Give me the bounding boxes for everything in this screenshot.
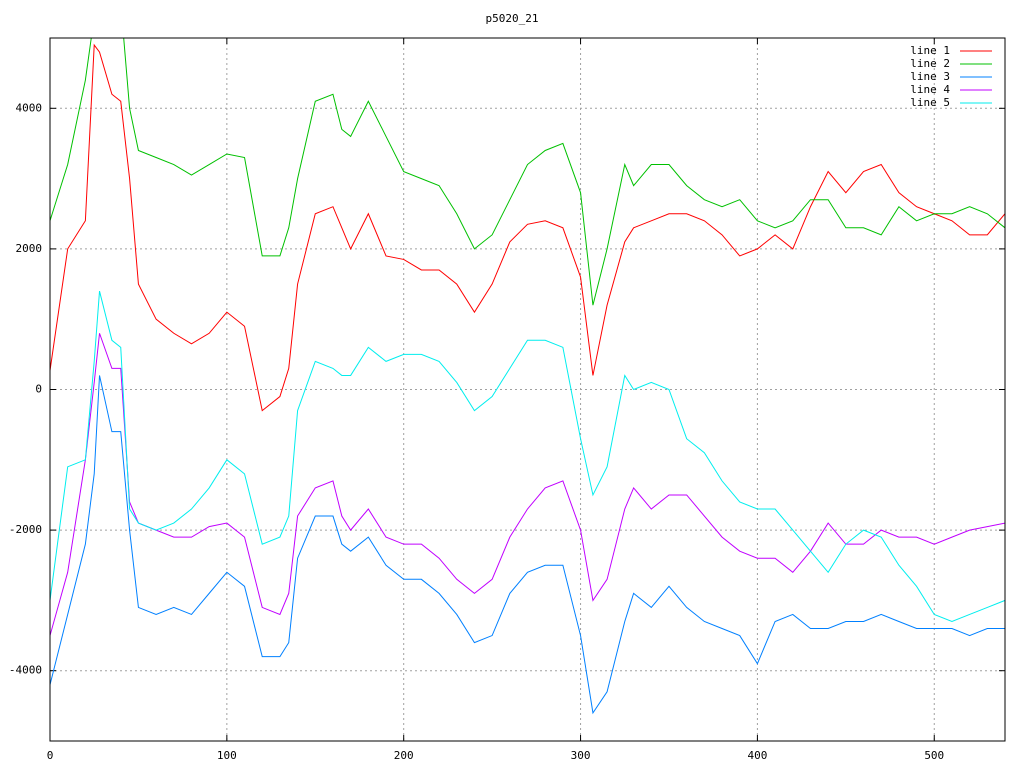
x-tick-label: 0 bbox=[47, 749, 54, 762]
series-line bbox=[50, 375, 1005, 715]
x-tick-label: 300 bbox=[571, 749, 591, 762]
series-line bbox=[50, 333, 1005, 636]
legend-label: line 4 bbox=[910, 83, 950, 96]
plot-area bbox=[50, 38, 1005, 715]
x-tick-label: 500 bbox=[924, 749, 944, 762]
plot-border bbox=[49, 37, 1006, 742]
series-line bbox=[50, 38, 1005, 306]
legend-label: line 3 bbox=[910, 70, 950, 83]
x-tick-label: 400 bbox=[747, 749, 767, 762]
chart-title: p5020_21 bbox=[486, 12, 539, 25]
y-tick-label: -4000 bbox=[9, 664, 42, 677]
series-line bbox=[50, 43, 1005, 412]
legend-label: line 2 bbox=[910, 57, 950, 70]
y-tick-label: 2000 bbox=[16, 242, 43, 255]
labels: -4000 -2000 0 2000 4000 0 100 200 300 400 500 line … bbox=[9, 44, 992, 762]
x-tick-label: 200 bbox=[394, 749, 414, 762]
series-line bbox=[50, 290, 1005, 623]
legend-label: line 1 bbox=[910, 44, 950, 57]
legend-label: line 5 bbox=[910, 96, 950, 109]
x-tick-label: 100 bbox=[217, 749, 237, 762]
y-tick-label: 0 bbox=[35, 383, 42, 396]
y-tick-label: -2000 bbox=[9, 523, 42, 536]
y-tick-label: 4000 bbox=[16, 101, 43, 114]
